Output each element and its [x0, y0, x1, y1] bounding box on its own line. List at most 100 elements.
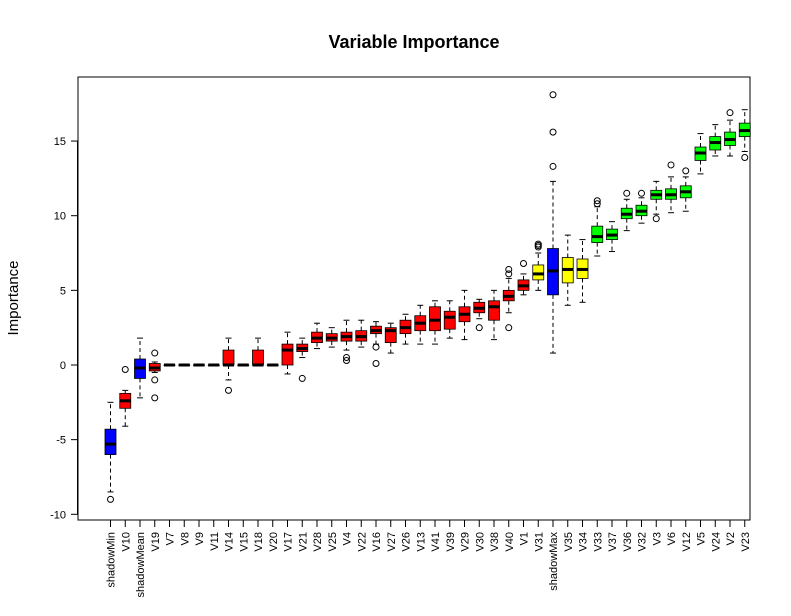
x-tick-label: shadowMax [548, 532, 560, 591]
x-tick-label: V10 [120, 532, 132, 552]
boxes-layer [104, 91, 751, 503]
box-V18 [252, 337, 264, 367]
y-tick-label: 10 [54, 211, 66, 223]
x-tick-label: V25 [327, 532, 339, 552]
box-V15 [237, 363, 250, 367]
x-tick-label: V21 [297, 532, 309, 552]
box-V29 [458, 289, 471, 341]
box-body [252, 349, 264, 366]
box-V23 [738, 109, 751, 161]
x-tick-label: V37 [607, 532, 619, 552]
x-tick-label: V24 [710, 532, 722, 552]
box-V24 [709, 124, 722, 157]
box-shadowMax [547, 91, 559, 354]
x-tick-label: V28 [312, 532, 324, 552]
box-V17 [281, 331, 294, 375]
x-tick-label: V41 [430, 532, 442, 552]
box-V8 [178, 363, 191, 367]
box-V1 [517, 259, 530, 296]
box-V40 [502, 265, 515, 332]
box-V35 [561, 234, 574, 306]
outlier-point [623, 189, 631, 197]
x-tick-label: V8 [179, 532, 191, 545]
x-tick-label: V30 [474, 532, 486, 552]
x-tick-label: V14 [224, 532, 236, 552]
y-tick-label: 15 [54, 136, 66, 148]
x-tick-label: V16 [371, 532, 383, 552]
box-V21 [296, 337, 309, 382]
box-V25 [325, 327, 338, 348]
x-tick-label: V27 [386, 532, 398, 552]
box-V3 [650, 180, 663, 223]
box-V4 [340, 319, 353, 365]
y-tick-label: 0 [60, 360, 66, 372]
box-V13 [414, 304, 427, 345]
outlier-point [372, 360, 380, 368]
x-tick-label: V12 [681, 532, 693, 552]
outlier-point [505, 270, 513, 278]
outlier-point [343, 354, 350, 362]
x-tick-label: V38 [489, 532, 501, 552]
outlier-point [505, 265, 513, 273]
outlier-point [549, 91, 557, 99]
x-tick-label: V3 [651, 532, 663, 545]
box-V7 [163, 363, 176, 367]
plot-frame [77, 76, 751, 521]
outlier-point [343, 357, 350, 365]
outlier-point [225, 386, 232, 394]
x-tick-label: V19 [150, 532, 162, 552]
x-tick-label: V18 [253, 532, 265, 552]
outlier-point [667, 161, 675, 169]
x-axis: shadowMin V10 shadowMean V19 V7 V8 V9 V11 V14 V15… [106, 519, 752, 597]
outlier-point [298, 374, 306, 382]
outlier-point [475, 324, 483, 332]
x-tick-label: V31 [533, 532, 545, 552]
x-tick-label: V1 [519, 532, 531, 545]
x-tick-label: V7 [165, 532, 177, 545]
y-axis: -10 -5 0 5 10 15 [50, 136, 78, 521]
y-tick-label: 5 [60, 285, 66, 297]
x-tick-label: V39 [445, 532, 457, 552]
box-V41 [429, 300, 441, 345]
x-tick-label: V36 [622, 532, 634, 552]
box-V30 [473, 298, 486, 332]
box-V9 [193, 363, 205, 367]
box-V14 [222, 337, 235, 394]
box-V39 [443, 300, 456, 339]
x-tick-label: V15 [238, 532, 250, 552]
outlier-point [151, 349, 159, 357]
x-tick-label: V26 [401, 532, 413, 552]
outlier-point [593, 197, 601, 205]
outlier-point [372, 343, 380, 351]
box-shadowMin [104, 401, 117, 503]
box-V34 [576, 239, 589, 303]
box-body [104, 428, 117, 455]
box-body [384, 327, 397, 344]
outlier-point [652, 215, 660, 223]
box-V16 [370, 321, 382, 368]
x-tick-label: V23 [740, 532, 752, 552]
outlier-point [107, 495, 114, 503]
box-shadowMean [134, 337, 146, 399]
y-tick-label: -10 [50, 509, 66, 521]
x-tick-label: V13 [415, 532, 427, 552]
x-tick-label: V17 [283, 532, 295, 552]
x-tick-label: shadowMin [106, 532, 118, 588]
x-tick-label: V5 [696, 532, 708, 545]
outlier-point [549, 162, 557, 170]
box-body [443, 310, 456, 330]
box-V28 [311, 322, 323, 350]
outlier-point [682, 167, 690, 175]
box-V37 [606, 221, 618, 253]
outlier-point [741, 153, 749, 161]
box-V31 [532, 240, 545, 291]
x-tick-label: V29 [460, 532, 472, 552]
box-V32 [635, 189, 648, 224]
outlier-point [593, 200, 601, 208]
outlier-point [520, 259, 527, 267]
box-V12 [679, 167, 692, 212]
outlier-point [638, 189, 645, 197]
box-V6 [665, 161, 677, 214]
x-tick-label: shadowMean [135, 532, 147, 597]
